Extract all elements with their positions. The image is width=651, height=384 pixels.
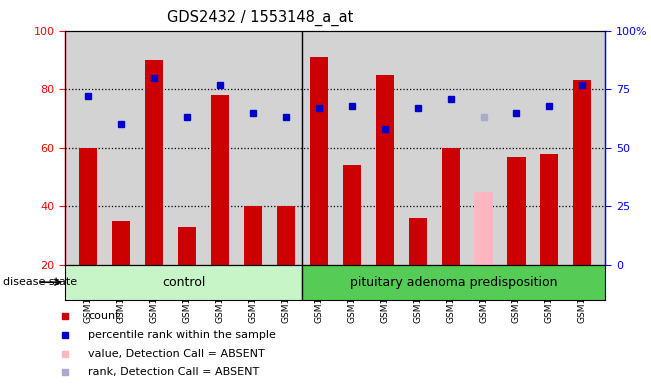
Text: pituitary adenoma predisposition: pituitary adenoma predisposition (350, 276, 558, 289)
Bar (540, 154, 559, 265)
Text: GDS2432 / 1553148_a_at: GDS2432 / 1553148_a_at (167, 10, 353, 26)
Bar (178, 227, 196, 265)
Bar (475, 192, 493, 265)
Text: value, Detection Call = ABSENT: value, Detection Call = ABSENT (88, 349, 265, 359)
Bar (302, 265, 605, 300)
Bar (441, 148, 460, 265)
Bar (79, 148, 97, 265)
Bar (409, 218, 426, 265)
Bar (65, 265, 302, 300)
Text: rank, Detection Call = ABSENT: rank, Detection Call = ABSENT (88, 367, 259, 377)
Bar (145, 60, 163, 265)
Bar (507, 157, 525, 265)
Bar (112, 221, 130, 265)
Bar (211, 95, 229, 265)
Text: control: control (162, 276, 206, 289)
Bar (342, 166, 361, 265)
Bar (574, 81, 591, 265)
Bar (376, 74, 394, 265)
Bar (310, 57, 328, 265)
Bar (244, 207, 262, 265)
Text: percentile rank within the sample: percentile rank within the sample (88, 330, 276, 340)
Bar (277, 207, 295, 265)
Text: disease state: disease state (3, 277, 77, 287)
Text: count: count (88, 311, 119, 321)
